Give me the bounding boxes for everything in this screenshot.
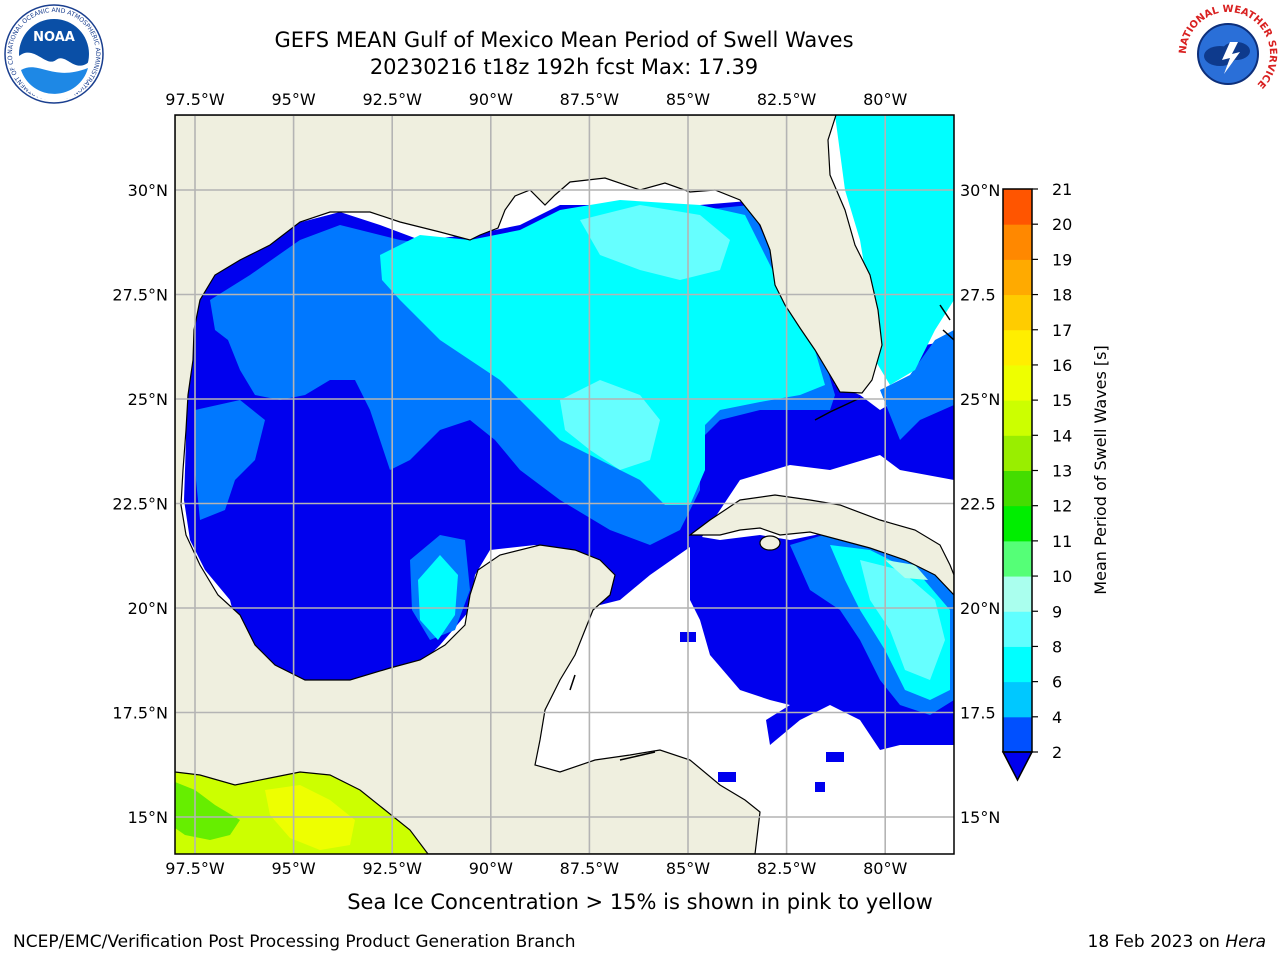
colorbar-tick-label: 21 — [1052, 180, 1072, 199]
colorbar-segment — [1003, 470, 1032, 507]
colorbar-segment — [1003, 435, 1032, 471]
colorbar-tick-label: 6 — [1052, 673, 1062, 692]
lat-label-left: 27.5°N — [112, 286, 168, 305]
lon-label-top: 87.5°W — [560, 90, 620, 109]
lon-label-top: 82.5°W — [757, 90, 817, 109]
swell-fill-6-8 — [560, 380, 660, 470]
colorbar-tick-label: 4 — [1052, 708, 1062, 727]
lat-label-left: 22.5°N — [112, 495, 168, 514]
lon-label-top: 80°W — [863, 90, 907, 109]
colorbar-tick-label: 20 — [1052, 215, 1072, 234]
lat-label-right: 20°N — [960, 599, 1000, 618]
colorbar-segment — [1003, 400, 1032, 436]
lon-label-top: 97.5°W — [165, 90, 225, 109]
sea-ice-note: Sea Ice Concentration > 15% is shown in … — [347, 890, 933, 914]
colorbar-segment — [1003, 294, 1032, 331]
lon-label-bottom: 97.5°W — [165, 859, 225, 878]
footer-date: 18 Feb 2023 on Hera — [1088, 932, 1266, 952]
map-frame — [174, 114, 955, 855]
plot-title: GEFS MEAN Gulf of Mexico Mean Period of … — [274, 28, 854, 52]
lat-label-right: 30°N — [960, 181, 1000, 200]
swell-fill-6-8-carib — [860, 560, 945, 680]
colorbar-segment — [1003, 189, 1032, 225]
colorbar-label: Mean Period of Swell Waves [s] — [1091, 345, 1110, 594]
footer-credit: NCEP/EMC/Verification Post Processing Pr… — [13, 932, 576, 952]
lon-label-top: 85°W — [666, 90, 710, 109]
lon-label-bottom: 82.5°W — [757, 859, 817, 878]
swell-fill-4-6-bay — [418, 555, 458, 640]
swell-fill-2-4-west — [195, 400, 265, 520]
lat-label-left: 30°N — [128, 181, 168, 200]
colorbar-segment — [1003, 716, 1032, 753]
lat-label-left: 17.5°N — [112, 704, 168, 723]
colorbar-tick-label: 9 — [1052, 602, 1062, 621]
lon-label-bottom: 80°W — [863, 859, 907, 878]
colorbar-segment — [1003, 576, 1032, 612]
colorbar-tick-label: 11 — [1052, 532, 1072, 551]
colorbar-segment — [1003, 329, 1032, 366]
colorbar-segment — [1003, 681, 1032, 718]
lon-label-top: 95°W — [272, 90, 316, 109]
plot-subtitle: 20230216 t18z 192h fcst Max: 17.39 — [369, 55, 759, 79]
lat-label-right: 25°N — [960, 390, 1000, 409]
colorbar-segment — [1003, 505, 1032, 542]
lat-label-left: 15°N — [128, 808, 168, 827]
footer-date-text: 18 Feb 2023 on — [1087, 932, 1226, 952]
noaa-text: NOAA — [33, 30, 75, 45]
colorbar-segment — [1003, 224, 1032, 260]
lon-label-bottom: 95°W — [272, 859, 316, 878]
noaa-logo: NATIONAL OCEANIC AND ATMOSPHERIC ADMINIS… — [4, 4, 104, 104]
colorbar-segment — [1003, 646, 1032, 683]
colorbar-segment — [1003, 611, 1032, 647]
swell-fill-2-4-atl — [880, 330, 954, 440]
lat-label-left: 20°N — [128, 599, 168, 618]
lat-label-right: 15°N — [960, 808, 1000, 827]
colorbar-segment — [1003, 540, 1032, 577]
colorbar-segment — [1003, 259, 1032, 296]
colorbar-tick-label: 15 — [1052, 391, 1072, 410]
colorbar-tick-label: 12 — [1052, 497, 1072, 516]
colorbar-tick-label: 14 — [1052, 426, 1072, 445]
colorbar-tick-label: 13 — [1052, 462, 1072, 481]
lat-label-left: 25°N — [128, 390, 168, 409]
colorbar-tick-label: 2 — [1052, 743, 1062, 762]
map-area — [175, 115, 954, 854]
land-north-america — [175, 115, 883, 854]
colorbar-tick-label: 18 — [1052, 286, 1072, 305]
lon-label-bottom: 87.5°W — [560, 859, 620, 878]
footer-machine: Hera — [1225, 932, 1266, 952]
colorbar-extend-arrow — [1001, 751, 1034, 782]
lon-label-bottom: 85°W — [666, 859, 710, 878]
swell-fill-pacific-green — [175, 782, 240, 840]
lon-label-top: 92.5°W — [362, 90, 422, 109]
lon-label-bottom: 92.5°W — [362, 859, 422, 878]
lon-label-top: 90°W — [469, 90, 513, 109]
lat-label-right: 17.5 — [960, 704, 996, 723]
swell-fill-8-9-carib — [885, 560, 928, 580]
colorbar-tick-label: 17 — [1052, 321, 1072, 340]
colorbar-tick-label: 19 — [1052, 250, 1072, 269]
lat-label-right: 22.5 — [960, 495, 996, 514]
colorbar-tick-label: 16 — [1052, 356, 1072, 375]
colorbar-tick-label: 10 — [1052, 567, 1072, 586]
axis-ticks: 97.5°W 97.5°W 95°W 95°W 92.5°W 92.5°W 90°W 90°W… — [112, 90, 1000, 878]
colorbar-segment — [1003, 364, 1032, 401]
colorbar-tick-label: 8 — [1052, 637, 1062, 656]
colorbar: 2 4 6 8 9 10 11 12 13 14 15 16 17 18 19 20 21 — [1001, 180, 1072, 782]
swell-fill-4-6-east — [835, 115, 954, 385]
lat-label-right: 27.5 — [960, 286, 996, 305]
swell-fill-6-8-b — [580, 205, 730, 280]
nws-logo: NATIONAL WEATHER SERVICE — [1178, 4, 1278, 103]
land-cuba — [688, 494, 954, 596]
lon-label-bottom: 90°W — [469, 859, 513, 878]
graticule — [175, 115, 954, 854]
